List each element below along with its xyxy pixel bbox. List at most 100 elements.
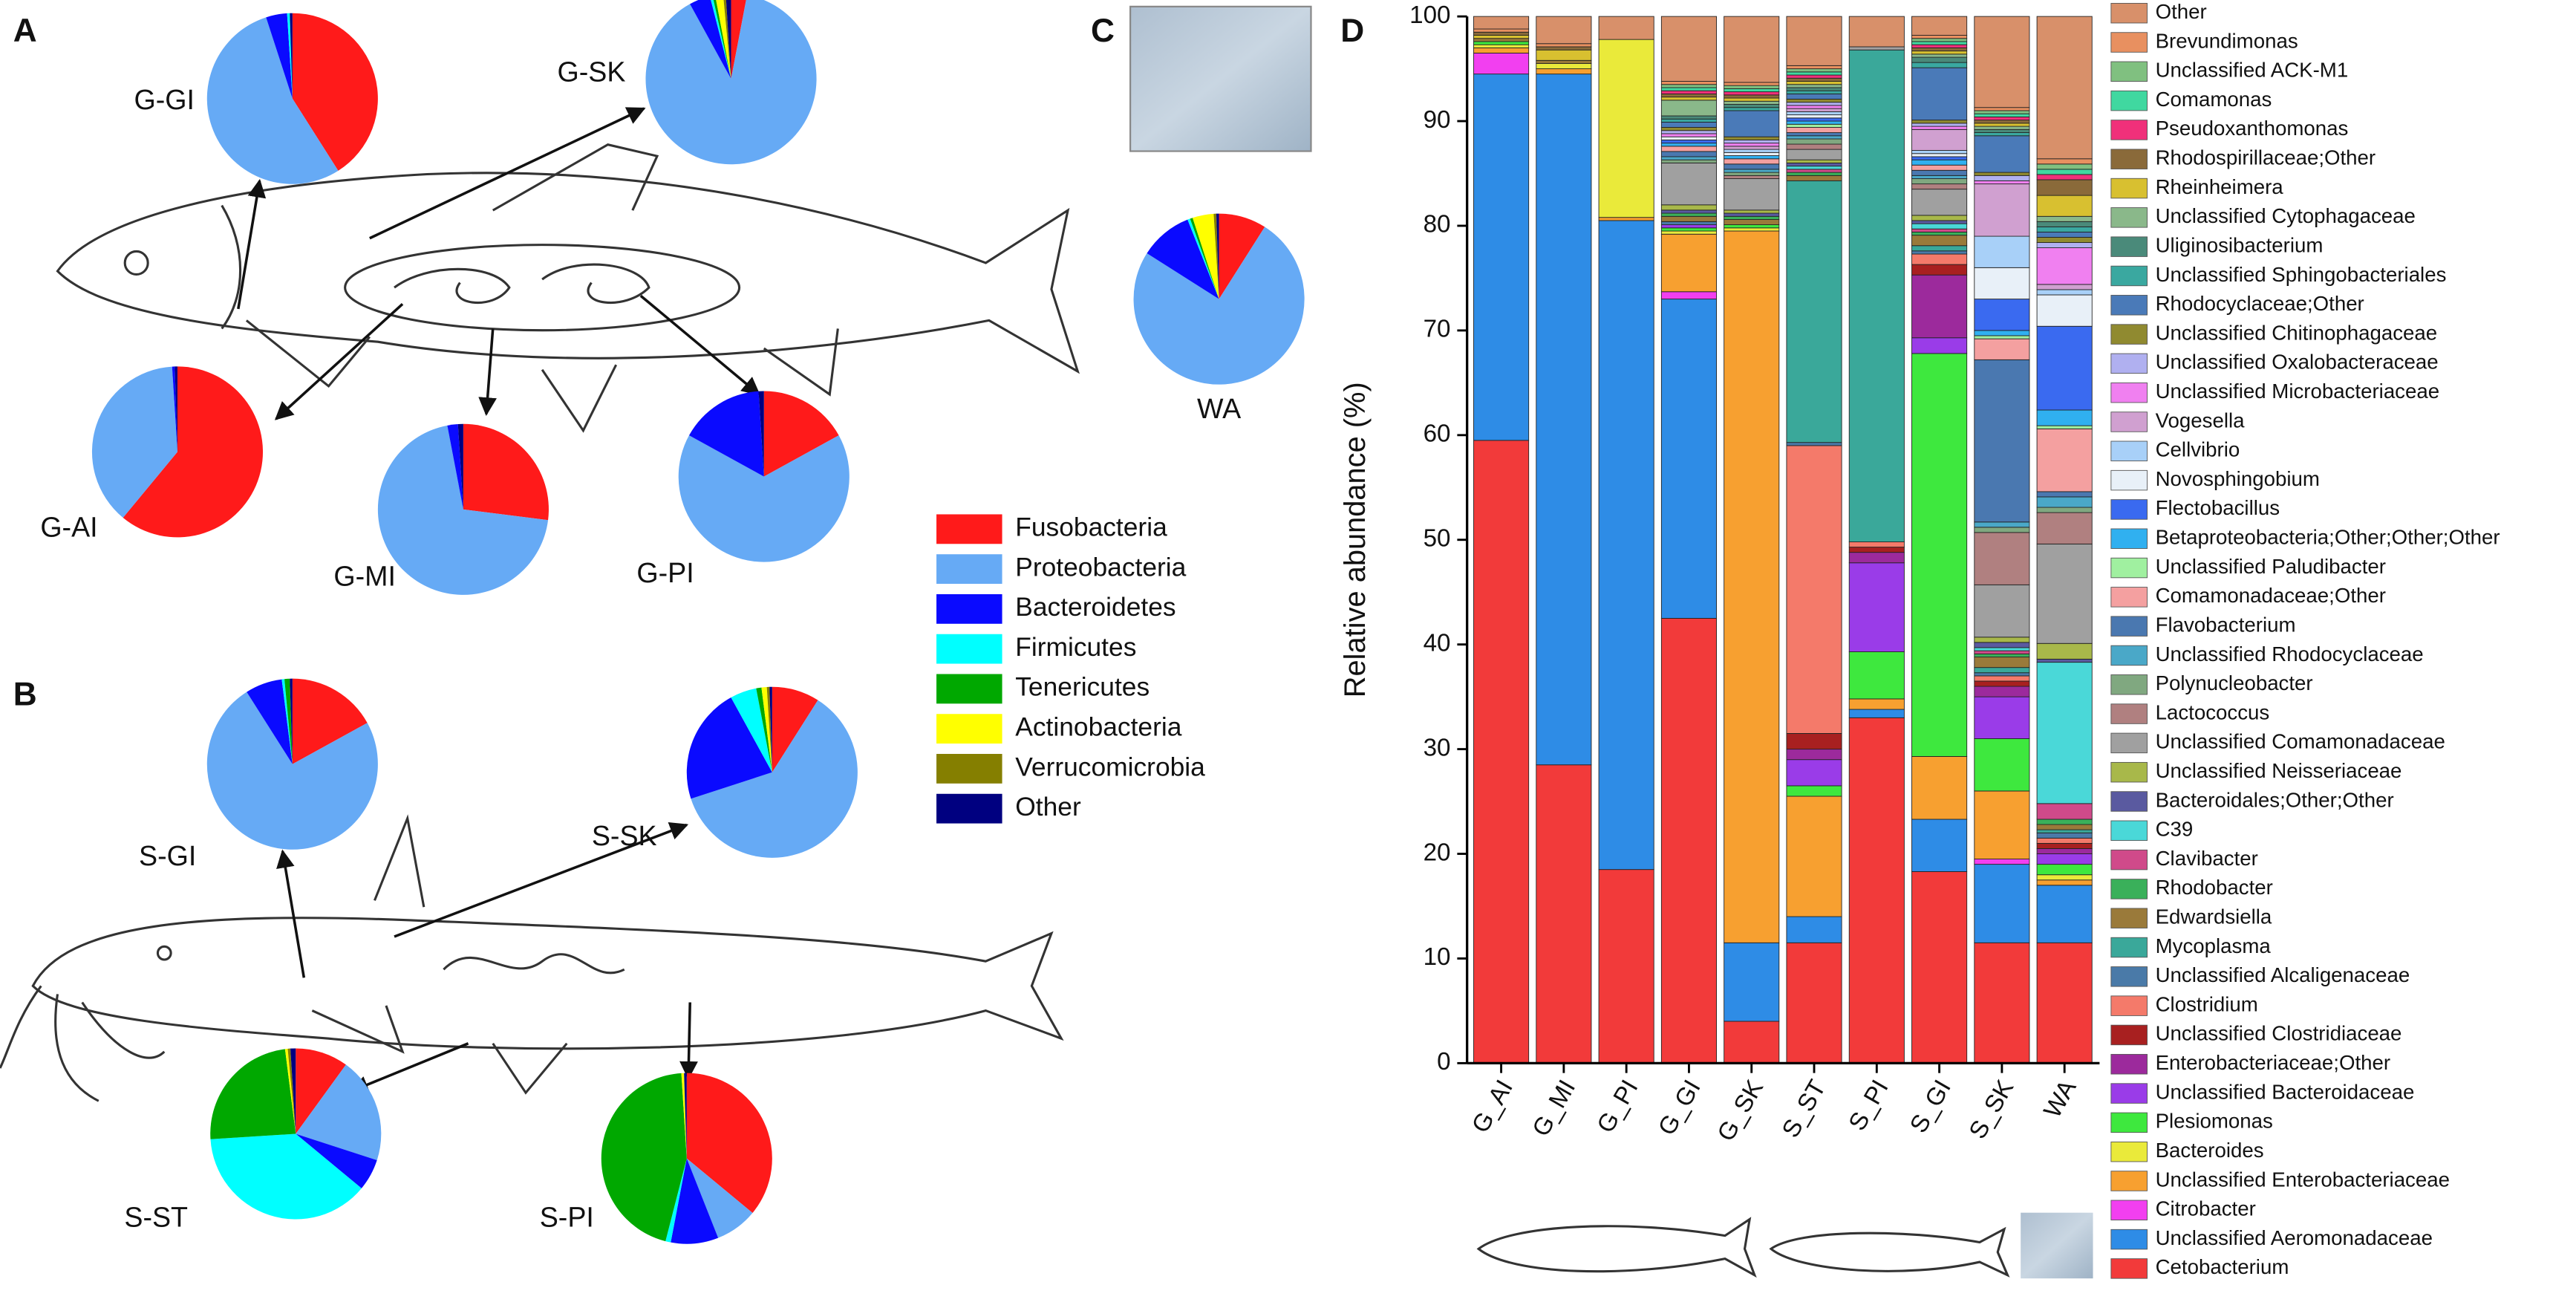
bar-segment bbox=[1536, 63, 1592, 70]
bar-segment bbox=[1911, 756, 1968, 820]
legend-swatch bbox=[2110, 1171, 2148, 1191]
legend-swatch bbox=[2110, 761, 2148, 783]
bar-segment bbox=[1786, 93, 1842, 100]
pie-label: WA bbox=[1197, 393, 1241, 424]
legend-label: Edwardsiella bbox=[2156, 905, 2272, 928]
bar-segment bbox=[1598, 16, 1654, 40]
bar-segment bbox=[1911, 41, 1968, 45]
legend-label: Flavobacterium bbox=[2156, 613, 2296, 636]
bar-segment bbox=[1974, 647, 2030, 651]
y-tick-label: 90 bbox=[1424, 106, 1451, 134]
pie-slice bbox=[377, 425, 549, 595]
pie-slice bbox=[447, 424, 463, 510]
bar-segment bbox=[1974, 584, 2030, 638]
pie-slice bbox=[1193, 213, 1219, 299]
x-tick-label: S_ST bbox=[1777, 1076, 1832, 1142]
legend-swatch bbox=[2110, 1024, 2148, 1046]
bar-segment bbox=[2036, 874, 2093, 881]
bar-segment bbox=[1786, 74, 1842, 79]
legend-swatch bbox=[2110, 937, 2148, 958]
bar-segment bbox=[2036, 325, 2093, 411]
bar-segment bbox=[1724, 88, 1780, 93]
bar-segment bbox=[1848, 651, 1905, 700]
pie-slice bbox=[731, 0, 746, 79]
legend-swatch bbox=[2110, 469, 2148, 491]
legend-swatch bbox=[936, 714, 1002, 744]
bar-segment bbox=[1724, 146, 1780, 150]
bar-segment bbox=[1974, 642, 2030, 648]
pie-slice bbox=[1190, 218, 1219, 299]
bar-segment bbox=[1660, 16, 1717, 82]
legend-label: Bacteroidetes bbox=[1015, 593, 1175, 622]
bar-segment bbox=[1660, 156, 1717, 160]
bar-segment bbox=[1786, 127, 1842, 133]
bar-segment bbox=[1911, 250, 1968, 255]
bar-segment bbox=[1911, 175, 1968, 179]
bar-segment bbox=[1660, 162, 1717, 206]
legend-label: Pseudoxanthomonas bbox=[2156, 117, 2349, 140]
bar-segment bbox=[2036, 512, 2093, 544]
bar-segment bbox=[1724, 178, 1780, 211]
bar-segment bbox=[1724, 110, 1780, 137]
y-tick-label: 20 bbox=[1424, 839, 1451, 866]
bar-segment bbox=[1786, 180, 1842, 443]
bar-segment bbox=[1974, 110, 2030, 114]
bar-segment bbox=[2036, 853, 2093, 865]
bar-segment bbox=[1911, 150, 1968, 154]
x-tick-label: WA bbox=[2038, 1075, 2082, 1122]
bar-segment bbox=[1536, 46, 1592, 51]
pie-slice bbox=[123, 366, 264, 538]
x-tick-label: G_GI bbox=[1653, 1076, 1706, 1140]
bar-segment bbox=[1911, 215, 1968, 221]
pie-slice bbox=[725, 0, 731, 79]
bar-segment bbox=[1911, 871, 1968, 1064]
bar-segment bbox=[1974, 299, 2030, 331]
bar-segment bbox=[2036, 16, 2093, 160]
y-tick-label: 80 bbox=[1424, 211, 1451, 238]
bar-segment bbox=[1974, 790, 2030, 860]
bar-segment bbox=[1473, 16, 1530, 30]
y-tick-label: 0 bbox=[1437, 1048, 1450, 1076]
bar-segment bbox=[1974, 738, 2030, 792]
bar-segment bbox=[1724, 16, 1780, 83]
bar-segment bbox=[1911, 44, 1968, 48]
bar-segment bbox=[1660, 118, 1717, 123]
pie-slice bbox=[290, 678, 293, 764]
pie-slice bbox=[686, 1073, 772, 1214]
bar-segment bbox=[1848, 717, 1905, 1064]
pie-label: S-PI bbox=[540, 1201, 594, 1232]
bar-segment bbox=[1660, 204, 1717, 211]
legend-swatch bbox=[2110, 995, 2148, 1016]
bar-segment bbox=[1911, 53, 1968, 58]
bar-segment bbox=[2036, 221, 2093, 227]
pie-slice bbox=[210, 1049, 296, 1139]
bar-segment bbox=[1911, 156, 1968, 160]
bar-segment bbox=[1911, 56, 1968, 63]
pie-slice bbox=[1187, 218, 1219, 299]
bar-segment bbox=[1974, 532, 2030, 585]
legend-swatch bbox=[2110, 703, 2148, 724]
legend-label: Other bbox=[2156, 0, 2207, 23]
pie-slice bbox=[686, 697, 772, 799]
legend-swatch bbox=[936, 793, 1002, 824]
y-tick-label: 70 bbox=[1424, 316, 1451, 343]
bar-segment bbox=[1848, 562, 1905, 652]
bar-segment bbox=[2036, 658, 2093, 663]
bar-segment bbox=[1974, 116, 2030, 121]
legend-swatch bbox=[2110, 382, 2148, 403]
legend-swatch bbox=[2110, 61, 2148, 82]
legend-swatch bbox=[2110, 499, 2148, 520]
pie-slice bbox=[290, 13, 293, 99]
bar-segment bbox=[1786, 108, 1842, 112]
pie-slice bbox=[691, 700, 858, 858]
bar-segment bbox=[1786, 81, 1842, 85]
bar-segment bbox=[1974, 180, 2030, 185]
legend-swatch bbox=[2110, 149, 2148, 169]
bar-segment bbox=[1974, 696, 2030, 739]
bar-segment bbox=[1786, 87, 1842, 91]
bar-segment bbox=[1974, 120, 2030, 124]
legend-label: Tenericutes bbox=[1015, 673, 1150, 702]
pie-slice bbox=[296, 1064, 382, 1161]
y-tick-label: 30 bbox=[1424, 734, 1451, 761]
pie-slice bbox=[1133, 227, 1305, 385]
